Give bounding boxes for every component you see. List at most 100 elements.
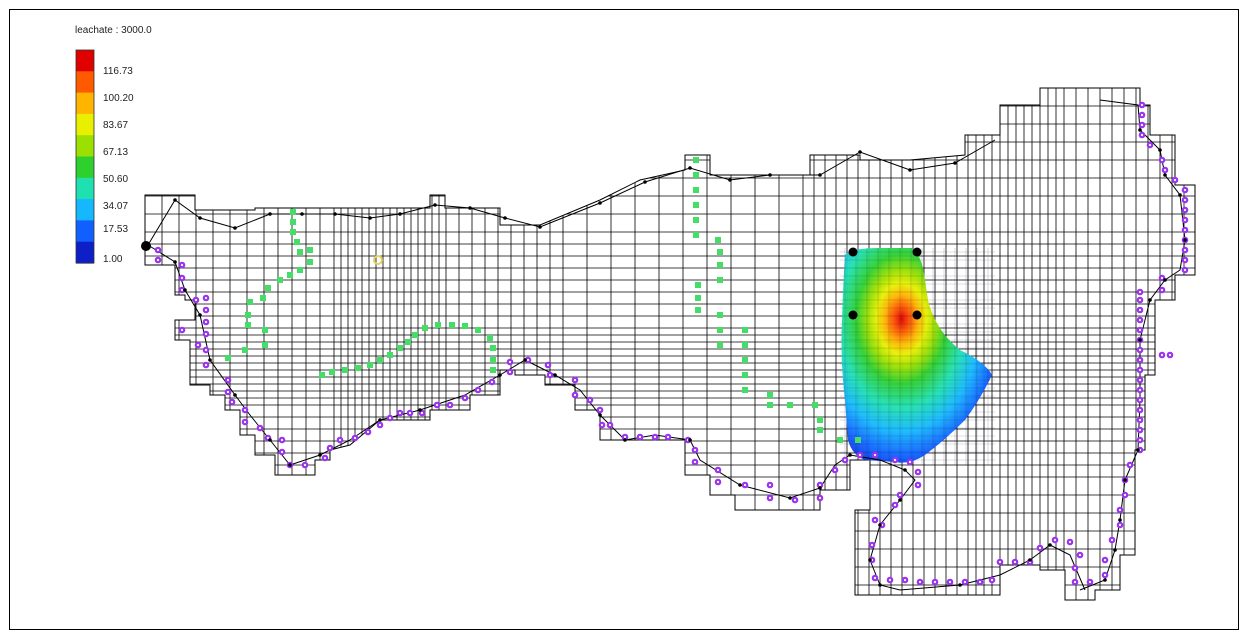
interior-marker: [405, 339, 411, 345]
interior-marker: [487, 335, 493, 341]
well-marker[interactable]: [912, 310, 922, 320]
boundary-marker-center: [1160, 353, 1164, 357]
boundary-marker-center: [1138, 398, 1142, 402]
plume-contour-fill: [841, 248, 992, 463]
boundary-marker-center: [588, 398, 592, 402]
line-node: [300, 212, 304, 216]
line-node: [818, 173, 822, 177]
interior-marker: [742, 387, 748, 393]
interior-markers: [225, 157, 861, 443]
boundary-marker-center: [156, 258, 160, 262]
interior-marker: [693, 202, 699, 208]
contaminant-plume: [840, 248, 995, 465]
boundary-marker-center: [893, 458, 897, 462]
interior-marker: [307, 247, 313, 253]
source-marker[interactable]: [373, 255, 383, 265]
boundary-marker-center: [1038, 546, 1042, 550]
line-node: [1113, 548, 1117, 552]
line-node: [1163, 173, 1167, 177]
boundary-marker-center: [743, 483, 747, 487]
boundary-marker-center: [903, 578, 907, 582]
well-marker[interactable]: [848, 310, 858, 320]
line-node: [1183, 238, 1187, 242]
line-node: [368, 216, 372, 220]
boundary-marker-center: [893, 503, 897, 507]
boundary-marker-center: [1163, 168, 1167, 172]
interior-marker: [693, 187, 699, 193]
model-domain: [144, 87, 1196, 601]
boundary-marker-center: [1053, 538, 1057, 542]
line-node: [173, 198, 177, 202]
interior-marker: [294, 239, 300, 245]
well-marker[interactable]: [141, 241, 151, 251]
interior-marker: [742, 327, 748, 333]
legend-label: 67.13: [103, 147, 128, 158]
boundary-marker-center: [490, 380, 494, 384]
boundary-marker-center: [843, 458, 847, 462]
legend-labels: 116.73 100.20 83.67 67.13 50.60 34.07 17…: [103, 66, 134, 265]
legend-swatch: [76, 199, 94, 221]
interior-marker: [767, 402, 773, 408]
line-node: [598, 413, 602, 417]
line-node: [598, 201, 602, 205]
legend-label: 1.00: [103, 254, 123, 265]
boundary-marker-center: [768, 483, 772, 487]
boundary-marker-center: [1173, 178, 1177, 182]
line-node: [623, 438, 627, 442]
line-node: [1138, 338, 1142, 342]
boundary-marker-center: [435, 403, 439, 407]
line-node: [268, 212, 272, 216]
boundary-marker-center: [818, 483, 822, 487]
boundary-marker-center: [388, 416, 392, 420]
interior-marker: [422, 325, 428, 331]
well-marker[interactable]: [848, 247, 858, 257]
line-node: [318, 453, 322, 457]
line-node: [498, 373, 502, 377]
line-node: [1048, 543, 1052, 547]
boundary-marker-center: [280, 450, 284, 454]
legend-swatch: [76, 50, 94, 72]
line-node: [268, 438, 272, 442]
interior-marker: [290, 209, 296, 215]
interior-marker: [717, 262, 723, 268]
interior-marker: [817, 427, 823, 433]
boundary-marker-center: [916, 470, 920, 474]
line-node: [1123, 478, 1127, 482]
boundary-marker-center: [1138, 308, 1142, 312]
legend-label: 17.53: [103, 224, 128, 235]
interior-marker: [290, 229, 296, 235]
well-marker[interactable]: [912, 247, 922, 257]
boundary-marker-center: [328, 446, 332, 450]
boundary-marker-center: [858, 453, 862, 457]
boundary-marker-center: [204, 363, 208, 367]
boundary-marker-center: [258, 426, 262, 430]
boundary-marker-center: [1140, 103, 1144, 107]
boundary-marker-center: [978, 580, 982, 584]
interior-marker: [693, 157, 699, 163]
line-node: [468, 206, 472, 210]
legend-swatch: [76, 241, 94, 264]
boundary-marker-center: [1123, 493, 1127, 497]
line-node: [903, 468, 907, 472]
boundary-marker-center: [1103, 573, 1107, 577]
legend-title: leachate : 3000.0: [75, 25, 152, 36]
boundary-marker-center: [933, 580, 937, 584]
interior-marker: [377, 357, 383, 363]
boundary-marker-center: [204, 296, 208, 300]
boundary-marker-center: [623, 435, 627, 439]
interior-marker: [855, 437, 861, 443]
boundary-marker-center: [266, 436, 270, 440]
interior-marker: [717, 312, 723, 318]
legend-swatch: [76, 92, 94, 115]
interior-marker: [297, 249, 303, 255]
boundary-marker-center: [998, 560, 1002, 564]
boundary-marker-center: [1183, 228, 1187, 232]
line-node: [503, 216, 507, 220]
interior-marker: [435, 322, 441, 328]
boundary-marker-center: [1073, 580, 1077, 584]
boundary-marker-center: [833, 468, 837, 472]
line-node: [818, 486, 822, 490]
boundary-marker-center: [1160, 158, 1164, 162]
interior-marker: [449, 322, 455, 328]
line-node: [788, 496, 792, 500]
